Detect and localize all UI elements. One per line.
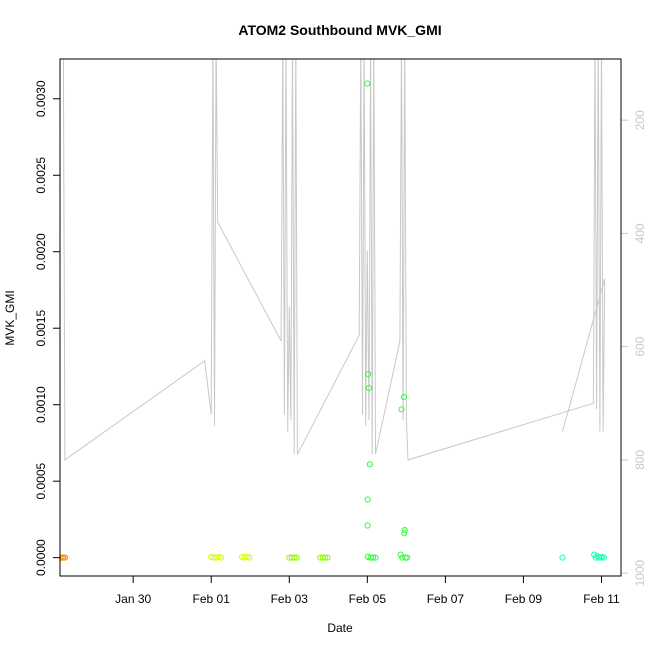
y2-tick-label: 1000 — [633, 559, 647, 586]
x-tick-label: Feb 07 — [427, 592, 465, 606]
y2-tick-label: 400 — [633, 223, 647, 243]
plot-frame — [59, 58, 622, 577]
data-point — [402, 554, 409, 561]
y-tick-label: 0.0005 — [34, 462, 48, 499]
data-point — [365, 384, 373, 391]
data-point — [322, 554, 329, 561]
data-point — [364, 522, 371, 529]
data-point — [559, 554, 566, 561]
data-point — [401, 527, 408, 534]
secondary-line-layer — [62, 59, 606, 461]
data-point — [600, 554, 608, 561]
data-point — [372, 554, 379, 561]
data-point — [324, 554, 331, 561]
y2-tick-label: 800 — [633, 450, 647, 470]
x-tick-label: Feb 05 — [349, 592, 387, 606]
x-tick-label: Feb 03 — [271, 592, 309, 606]
y-axis-label: MVK_GMI — [3, 290, 17, 345]
data-point — [398, 406, 405, 413]
data-point — [404, 554, 411, 561]
data-point — [365, 371, 372, 378]
x-tick-label: Feb 01 — [193, 592, 231, 606]
data-point — [61, 554, 69, 561]
data-point — [291, 554, 298, 561]
y-tick-label: 0.0000 — [34, 539, 48, 576]
y2-tick-label: 200 — [633, 110, 647, 130]
chart-title: ATOM2 Southbound MVK_GMI — [238, 22, 441, 38]
x-tick-label: Jan 30 — [115, 592, 151, 606]
points-layer — [60, 80, 608, 561]
data-point — [364, 80, 371, 87]
data-point — [397, 551, 404, 558]
y2-tick-label: 600 — [633, 336, 647, 356]
data-point — [591, 551, 598, 558]
data-point — [369, 554, 377, 561]
x-axis-label: Date — [327, 621, 353, 635]
y-tick-label: 0.0025 — [34, 157, 48, 194]
data-point — [401, 530, 408, 537]
data-point — [217, 554, 225, 561]
data-point — [400, 393, 407, 401]
secondary-series-line — [62, 59, 606, 461]
y-tick-label: 0.0020 — [34, 233, 48, 270]
y-tick-label: 0.0015 — [34, 310, 48, 347]
y-tick-label: 0.0010 — [34, 386, 48, 423]
data-point — [215, 553, 222, 561]
axes-layer: Jan 30 Feb 01 Feb 03 Feb 05 Feb 07 Feb 09 Feb … — [34, 80, 647, 606]
y-tick-label: 0.0030 — [34, 80, 48, 117]
x-tick-label: Feb 11 — [583, 592, 620, 606]
data-point — [246, 554, 253, 561]
data-point — [366, 461, 373, 468]
data-point — [60, 554, 65, 561]
data-point — [364, 496, 371, 503]
x-tick-label: Feb 09 — [505, 592, 543, 606]
data-point — [293, 554, 300, 561]
